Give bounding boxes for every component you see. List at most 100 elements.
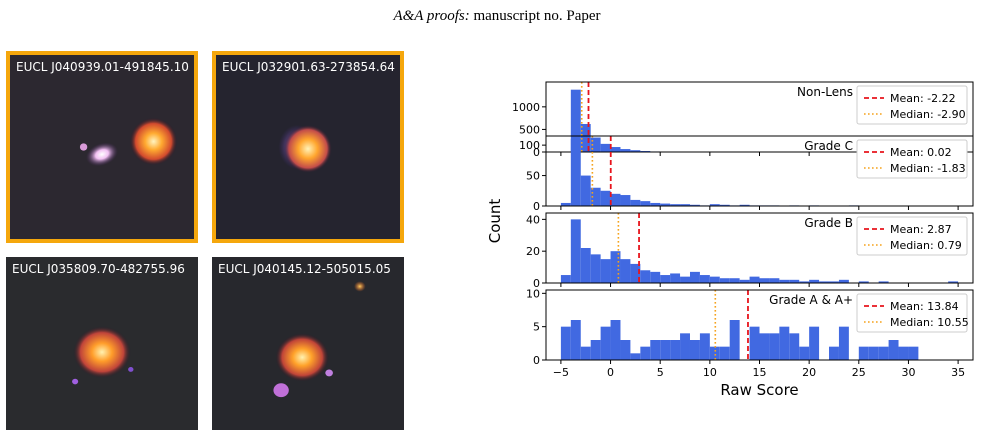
legend-mean-label: Mean: 2.87 (890, 223, 952, 236)
histogram-bar (590, 340, 601, 360)
histogram-bar (689, 204, 700, 206)
histogram-bar (868, 346, 879, 360)
histogram-panel-1 (542, 81, 974, 156)
y-tick-label: 5 (533, 321, 540, 334)
x-tick-label: 35 (951, 366, 965, 379)
histogram-bar (590, 137, 601, 152)
x-tick-label: −5 (553, 366, 569, 379)
y-tick-label: 40 (526, 213, 540, 226)
legend-median-label: Median: -1.83 (890, 162, 966, 175)
x-tick-label: 10 (703, 366, 717, 379)
panel-title: Grade A & A+ (769, 293, 853, 307)
x-tick-label: 30 (901, 366, 915, 379)
histogram-bar (948, 281, 959, 283)
histogram-bar (809, 326, 820, 360)
histogram-bar (799, 346, 810, 360)
lens-cutout-4: EUCL J040145.12-505015.05 (212, 257, 404, 430)
histogram-bar (640, 201, 651, 206)
legend-box (856, 85, 968, 125)
histogram-bar (779, 326, 790, 360)
histogram-bar (709, 276, 720, 283)
y-tick-label: 1000 (512, 101, 540, 114)
histogram-bar (670, 204, 681, 206)
cutout-image-3 (6, 257, 198, 430)
histogram-bar (570, 89, 581, 152)
legend-box (856, 216, 968, 256)
histogram-bar (719, 346, 730, 360)
journal-name: A&A proofs: (393, 8, 470, 24)
legend-median-label: Median: -2.90 (890, 108, 966, 121)
histogram-bar (819, 281, 830, 283)
histogram-bar (610, 147, 621, 152)
y-axis-label: Count (488, 199, 504, 244)
histogram-bar (560, 275, 571, 283)
histogram-bar (630, 263, 641, 283)
histogram-bar (799, 281, 810, 283)
y-tick-label: 0 (533, 146, 540, 159)
histogram-bar (610, 251, 621, 283)
histogram-bar (689, 340, 700, 360)
y-tick-label: 20 (526, 245, 540, 258)
y-tick-label: 10 (526, 287, 540, 300)
legend-box (856, 139, 968, 179)
histogram-panel-4 (542, 289, 974, 364)
legend-box (856, 293, 968, 333)
histogram-bar (789, 333, 800, 360)
histogram-bar (739, 204, 750, 206)
lens-cutout-1: EUCL J040939.01-491845.10 (6, 51, 198, 243)
histogram-bar (580, 346, 591, 360)
histogram-bar (789, 279, 800, 283)
histogram-bar (759, 333, 770, 360)
histogram-bar (729, 278, 740, 283)
histogram-bar (680, 276, 690, 283)
histogram-bar (600, 143, 611, 152)
histogram-bar (779, 279, 790, 283)
histogram-bar (620, 195, 631, 206)
histogram-bar (878, 281, 889, 283)
page-header: A&A proofs: manuscript no. Paper (0, 8, 994, 25)
cutout-image-4 (212, 257, 404, 430)
manuscript-label: manuscript no. Paper (473, 8, 601, 24)
histogram-bar (560, 202, 571, 206)
histogram-bar (680, 333, 690, 360)
histogram-bar (680, 204, 690, 206)
histogram-bar (620, 259, 631, 283)
histogram-bar (829, 281, 839, 283)
histogram-bar (660, 275, 671, 283)
histogram-bar (858, 281, 869, 283)
histogram-bar (660, 203, 671, 206)
legend-median-label: Median: 0.79 (890, 239, 962, 252)
panel-title: Non-Lens (797, 85, 853, 99)
histogram-bar (878, 346, 889, 360)
histogram-bar (650, 271, 661, 283)
histogram-bar (838, 279, 849, 283)
x-tick-label: 0 (607, 366, 614, 379)
histogram-bar (670, 273, 681, 283)
histogram-bar (898, 346, 909, 360)
panel-title: Grade C (804, 139, 853, 153)
histogram-bar (809, 279, 820, 283)
histogram-bar (630, 199, 641, 206)
legend-mean-label: Mean: 0.02 (890, 146, 952, 159)
histogram-bar (769, 333, 780, 360)
histogram-bar (709, 346, 720, 360)
histogram-bar (570, 219, 581, 283)
x-tick-label: 20 (802, 366, 816, 379)
histogram-panel-2 (542, 135, 974, 210)
cutout-label-3: EUCL J035809.70-482755.96 (12, 262, 185, 276)
histogram-bar (600, 259, 611, 283)
histogram-bar (709, 204, 720, 206)
histogram-bar (580, 124, 591, 152)
histogram-bar (749, 276, 760, 283)
histogram-bar (689, 271, 700, 283)
histogram-bar (580, 248, 591, 283)
histogram-bar (699, 275, 710, 283)
histogram-bar (759, 278, 770, 283)
histogram-bar (630, 353, 641, 360)
histogram-bar (570, 139, 581, 206)
cutout-label-4: EUCL J040145.12-505015.05 (218, 262, 391, 276)
histogram-bar (769, 278, 780, 283)
y-tick-label: 50 (526, 170, 540, 183)
y-tick-label: 0 (533, 277, 540, 290)
legend-mean-label: Mean: -2.22 (890, 92, 956, 105)
